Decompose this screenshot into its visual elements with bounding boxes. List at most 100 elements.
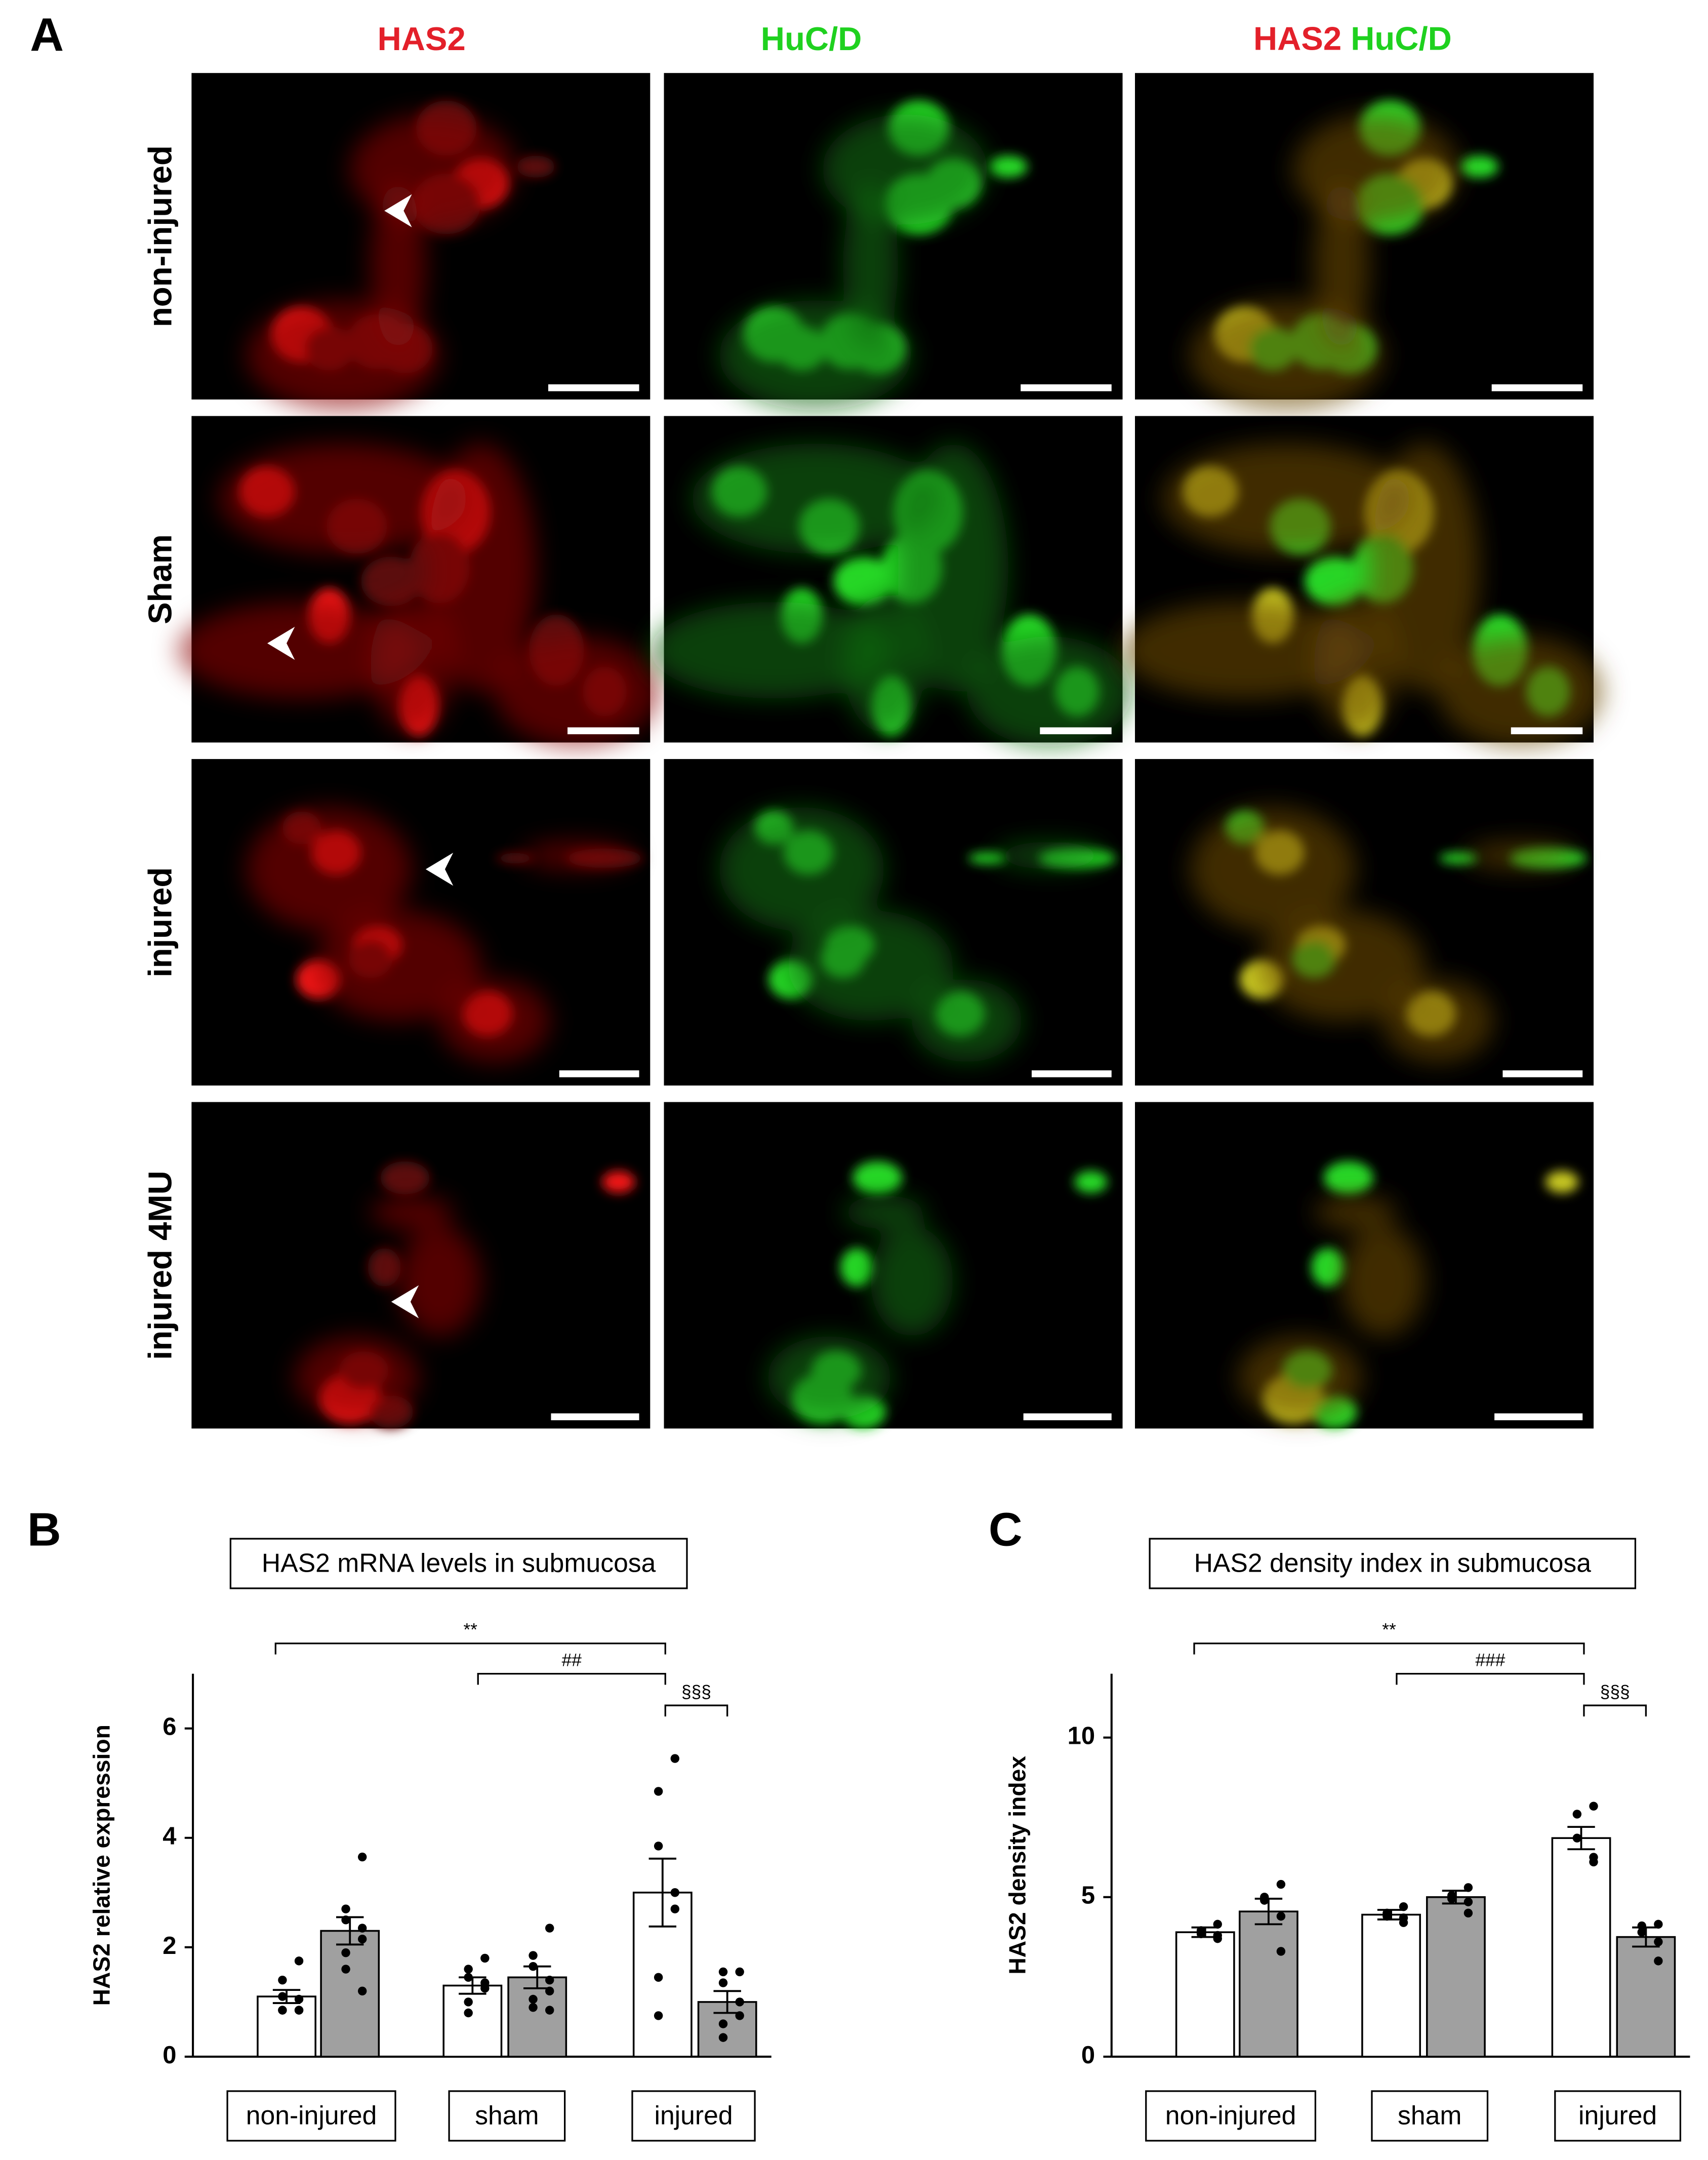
data-point [341,1965,350,1974]
cytoplasm [912,979,1022,1062]
significance-bracket [1193,1643,1585,1655]
column-title: HAS2 [378,20,466,57]
x-tick-label: non-injured [1165,2100,1296,2130]
data-point [1399,1902,1408,1911]
error-bar [648,1857,677,1928]
y-axis-label: HAS2 density index [1004,1756,1031,1975]
micrograph [191,759,650,1086]
scale-bar [1502,1070,1583,1077]
cytoplasm [843,183,899,349]
data-point [545,2006,554,2015]
data-point [278,2006,287,2015]
data-point [718,2033,728,2042]
significance-label: §§§ [1600,1682,1630,1702]
cytoplasm [691,444,940,554]
significance-bracket [664,1704,728,1716]
title-box [1149,1538,1637,1589]
y-tick-label: 0 [1081,2042,1095,2069]
column-title: HuC/D [761,20,862,57]
significance-bracket [1396,1672,1585,1685]
cytoplasm [439,979,550,1062]
arrowhead [384,194,412,227]
data-point [278,1975,287,1985]
chart-title: HAS2 mRNA levels in submucosa [262,1548,656,1577]
scale-bar [1023,1413,1112,1421]
category-box [631,2090,756,2142]
data-point [294,2006,304,2015]
cell [602,1171,635,1193]
cell [1460,155,1499,178]
significance-bracket [1583,1704,1647,1716]
cell [840,1248,874,1287]
micrograph [191,1102,650,1429]
cytoplasm [522,842,632,869]
data-point [464,1973,473,1982]
significance-bracket [274,1643,666,1655]
data-point [545,1986,554,1995]
data-point [670,1904,680,1913]
micrograph [178,416,660,747]
x-tick-label: injured [654,2100,733,2130]
data-point [718,1967,728,1977]
x-tick-label: sham [1398,2100,1461,2130]
y-tick-label: 6 [162,1713,176,1741]
micrograph-haze [1190,114,1459,411]
micrograph [650,416,1132,747]
cytoplasm [494,636,660,747]
scale-bar [548,384,639,391]
data-point [1637,1928,1646,1937]
x-tick-label: injured [1578,2100,1657,2130]
micrograph-haze [178,444,660,747]
category-box [448,2090,566,2142]
data-point [294,1956,304,1966]
column-title: HAS2 HuC/D [1253,20,1452,57]
data-point [1589,1857,1598,1867]
cytoplasm [178,602,426,699]
data-point [1654,1956,1663,1966]
arrowhead [391,1285,419,1318]
bar [1616,1936,1676,2058]
cytoplasm [371,595,454,733]
cytoplasm [1465,842,1576,869]
data-point [358,1934,367,1944]
cytoplasm [822,114,988,225]
micrograph-haze [719,114,988,411]
cell [1304,556,1365,607]
micrograph-haze [650,444,1132,747]
data-point [654,2011,663,2020]
cell [852,1161,903,1194]
category-box [1145,2090,1317,2142]
cell [516,155,555,178]
arrowhead [425,853,454,886]
data-point [358,1924,367,1933]
significance-label: §§§ [681,1682,711,1702]
micrograph [664,1102,1123,1429]
merge-title-green: HuC/D [1351,20,1451,57]
data-point [1213,1934,1222,1943]
data-point [528,2003,538,2012]
y-tick-label: 2 [162,1932,176,1959]
bar [442,1984,503,2058]
data-point [654,1787,663,1796]
data-point [1276,1911,1286,1921]
category-box [226,2090,396,2142]
bar [507,1976,567,2058]
cytoplasm [1314,1195,1397,1229]
data-point [341,1904,350,1913]
cytoplasm [1238,1336,1362,1419]
cytoplasm [870,1226,953,1337]
cell [380,1161,430,1194]
scale-bar [567,727,639,735]
scale-bar [1511,727,1583,735]
data-point [464,2008,473,2018]
error-bar [1254,1898,1283,1926]
bar [1361,1913,1421,2058]
panel-label: A [30,9,64,61]
data-point [1260,1896,1269,1905]
cytoplasm [1438,636,1604,747]
error-bar [1632,1926,1660,1948]
category-box [1554,2090,1682,2142]
data-point [654,1973,663,1982]
scale-bar [1021,384,1112,391]
